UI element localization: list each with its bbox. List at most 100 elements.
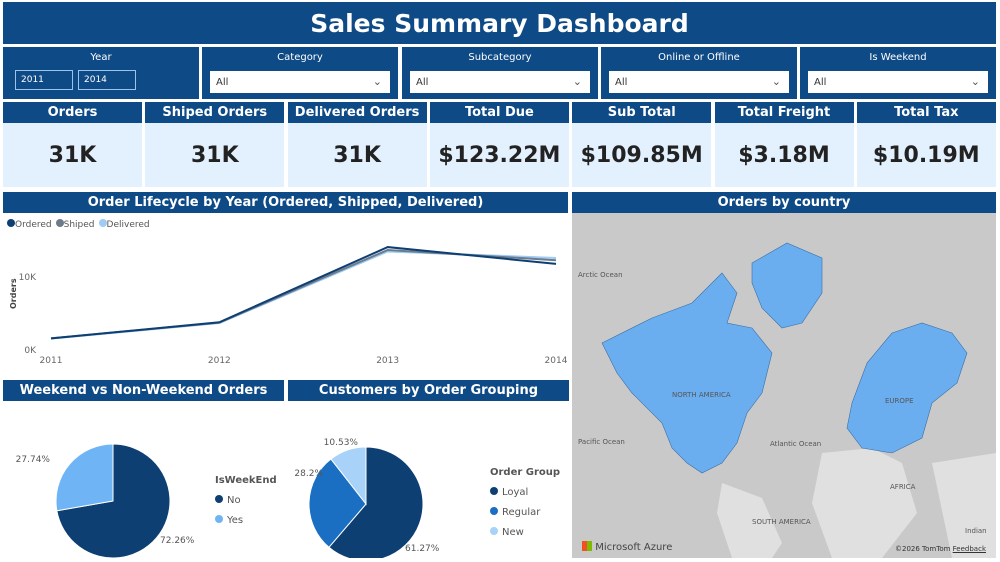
legend-label: Delivered xyxy=(106,220,150,230)
kpi-value: 31K xyxy=(333,143,381,168)
slicer-category: Category All ⌄ xyxy=(202,47,398,99)
kpi-card: Total Tax $10.19M xyxy=(856,102,996,187)
map-label-sa: SOUTH AMERICA xyxy=(752,518,811,526)
legend-title: IsWeekEnd xyxy=(215,475,277,486)
chevron-down-icon: ⌄ xyxy=(572,75,582,88)
legend-label[interactable]: Yes xyxy=(226,515,243,526)
slicer-label: Category xyxy=(277,52,323,63)
y-axis-label: Orders xyxy=(9,278,18,309)
slicer-dropdown[interactable]: All ⌄ xyxy=(410,71,590,93)
slice-data-label: 27.74% xyxy=(16,455,51,465)
legend-dot-icon xyxy=(215,495,223,503)
chart-title: Order Lifecycle by Year (Ordered, Shippe… xyxy=(3,192,568,213)
legend-label[interactable]: Loyal xyxy=(502,487,528,498)
y-tick-label: 0K xyxy=(24,346,37,356)
year-from-input[interactable]: 2011 xyxy=(15,70,73,90)
legend-label: Shiped xyxy=(63,220,95,230)
kpi-value: $123.22M xyxy=(438,143,561,168)
slicer-subcategory: Subcategory All ⌄ xyxy=(402,47,598,99)
map-canvas[interactable] xyxy=(572,213,996,558)
chevron-down-icon: ⌄ xyxy=(771,75,781,88)
series-line-delivered[interactable] xyxy=(50,250,557,340)
slicer-label: Online or Offline xyxy=(658,52,740,63)
kpi-label: Total Due xyxy=(429,102,569,123)
map-label-arctic: Arctic Ocean xyxy=(578,271,623,279)
map-label-atlantic: Atlantic Ocean xyxy=(770,440,822,448)
slicer-dropdown[interactable]: All ⌄ xyxy=(210,71,390,93)
legend-dot-icon xyxy=(490,527,498,535)
kpi-label: Sub Total xyxy=(572,102,712,123)
dropdown-value: All xyxy=(216,77,229,88)
south-america-land xyxy=(717,483,782,558)
dropdown-value: All xyxy=(416,77,429,88)
copyright: ©2026 TomTom xyxy=(895,545,951,553)
map-label-indian: Indian xyxy=(965,527,987,535)
legend-item[interactable]: Delivered xyxy=(98,219,150,230)
kpi-card: Sub Total $109.85M xyxy=(572,102,712,187)
kpi-label: Total Tax xyxy=(856,102,996,123)
legend-dot-icon xyxy=(490,507,498,515)
kpi-card: Total Freight $3.18M xyxy=(714,102,854,187)
chart-title: Customers by Order Grouping xyxy=(288,380,569,401)
series-line-shiped[interactable] xyxy=(50,248,557,340)
map-label-africa: AFRICA xyxy=(890,483,916,491)
slice-data-label: 61.27% xyxy=(405,544,440,554)
order-group-pie-panel: Customers by Order Grouping 61.27% Loyal 2… xyxy=(288,380,569,562)
europe-country[interactable] xyxy=(846,322,968,454)
slicer-is-weekend: Is Weekend All ⌄ xyxy=(800,47,996,99)
legend-label: Ordered xyxy=(15,220,52,230)
microsoft-azure-logo: Microsoft Azure xyxy=(582,541,672,553)
legend-item[interactable]: Ordered xyxy=(7,219,52,230)
kpi-label: Delivered Orders xyxy=(287,102,427,123)
pie-slice-regular[interactable] xyxy=(308,458,367,549)
kpi-value: $109.85M xyxy=(580,143,703,168)
slicer-dropdown[interactable]: All ⌄ xyxy=(609,71,789,93)
legend-label[interactable]: Regular xyxy=(502,507,541,518)
slice-data-label: 72.26% xyxy=(160,536,195,546)
kpi-label: Shiped Orders xyxy=(145,102,285,123)
pie-slice-new[interactable] xyxy=(330,446,367,506)
kpi-card: Delivered Orders 31K xyxy=(287,102,427,187)
x-tick-label: 2011 xyxy=(40,356,63,366)
page-title: Sales Summary Dashboard xyxy=(3,2,996,44)
kpi-value: $10.19M xyxy=(872,143,980,168)
x-tick-label: 2012 xyxy=(208,356,231,366)
legend-dot-icon xyxy=(7,219,15,227)
year-label: Year xyxy=(90,52,112,63)
slicer-dropdown[interactable]: All ⌄ xyxy=(808,71,988,93)
feedback-link[interactable]: Feedback xyxy=(952,545,986,553)
kpi-card: Total Due $123.22M xyxy=(429,102,569,187)
legend-title: Order Group xyxy=(490,467,560,478)
weekend-pie-panel: Weekend vs Non-Weekend Orders 72.26% No 27… xyxy=(3,380,284,559)
greenland-country[interactable] xyxy=(751,242,823,329)
dropdown-value: All xyxy=(814,77,827,88)
kpi-value: 31K xyxy=(190,143,239,168)
orders-by-country-map[interactable]: Orders by country Arctic Ocean Pacific Oc… xyxy=(572,192,996,558)
legend-item[interactable]: Shiped xyxy=(55,219,95,230)
kpi-value: $3.18M xyxy=(738,143,830,168)
slicer-online-or-offline: Online or Offline All ⌄ xyxy=(601,47,797,99)
africa-land xyxy=(812,448,917,558)
legend-dot-icon xyxy=(490,487,498,495)
chevron-down-icon: ⌄ xyxy=(970,75,980,88)
series-line-ordered[interactable] xyxy=(50,246,557,340)
chevron-down-icon: ⌄ xyxy=(372,75,382,88)
slice-data-label: 10.53% xyxy=(324,438,359,448)
legend-dot-icon xyxy=(55,219,64,227)
kpi-card: Shiped Orders 31K xyxy=(145,102,285,187)
x-tick-label: 2014 xyxy=(545,356,568,366)
pie-slice-yes[interactable] xyxy=(55,443,114,512)
slicer-label: Subcategory xyxy=(468,52,532,63)
year-slicer: Year 2011 2014 xyxy=(3,47,199,99)
legend-label[interactable]: New xyxy=(502,527,524,538)
legend-dot-icon xyxy=(98,219,107,227)
dropdown-value: All xyxy=(615,77,628,88)
north-america-country[interactable] xyxy=(601,272,773,474)
kpi-value: 31K xyxy=(48,143,97,168)
map-label-na: NORTH AMERICA xyxy=(672,391,731,399)
y-tick-label: 10K xyxy=(19,273,37,283)
legend-label[interactable]: No xyxy=(227,495,241,506)
microsoft-logo-icon xyxy=(582,541,592,551)
year-to-input[interactable]: 2014 xyxy=(78,70,136,90)
x-tick-label: 2013 xyxy=(376,356,399,366)
